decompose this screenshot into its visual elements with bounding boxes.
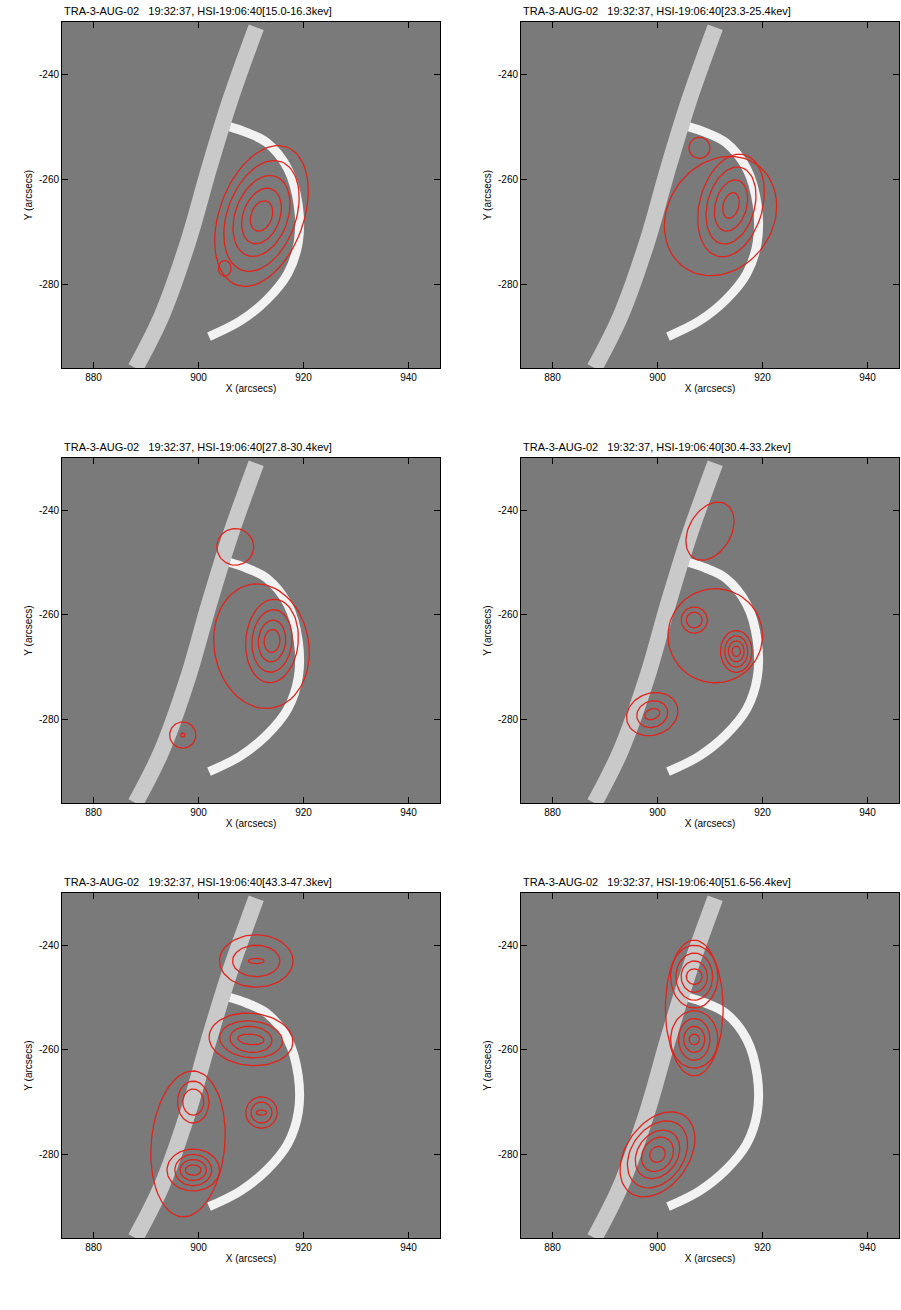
svg-text:X (arcsecs): X (arcsecs) [685,383,736,394]
svg-text:880: 880 [544,807,561,818]
svg-text:X (arcsecs): X (arcsecs) [685,818,736,829]
svg-text:TRA-3-AUG-02 19:32:37, HSI-1: TRA-3-AUG-02 19:32:37, HSI-19:06:40[30.4… [523,441,791,453]
svg-text:TRA-3-AUG-02 19:32:37, HSI-1: TRA-3-AUG-02 19:32:37, HSI-19:06:40[15.0… [64,5,332,17]
svg-text:920: 920 [754,807,771,818]
svg-text:X (arcsecs): X (arcsecs) [226,1253,277,1264]
svg-text:920: 920 [295,807,312,818]
svg-text:880: 880 [544,372,561,383]
svg-text:-280: -280 [498,714,518,725]
svg-text:-240: -240 [498,69,518,80]
svg-text:920: 920 [754,372,771,383]
svg-text:900: 900 [649,1242,666,1253]
svg-text:880: 880 [85,372,102,383]
svg-text:940: 940 [859,807,876,818]
svg-text:880: 880 [85,1242,102,1253]
svg-text:900: 900 [190,1242,207,1253]
svg-text:940: 940 [400,1242,417,1253]
svg-text:920: 920 [754,1242,771,1253]
svg-text:-240: -240 [39,940,59,951]
svg-text:880: 880 [85,807,102,818]
svg-text:880: 880 [544,1242,561,1253]
svg-text:-240: -240 [39,69,59,80]
svg-text:-260: -260 [39,174,59,185]
svg-text:-280: -280 [39,714,59,725]
svg-text:920: 920 [295,372,312,383]
svg-text:940: 940 [400,372,417,383]
svg-text:-280: -280 [39,279,59,290]
svg-text:920: 920 [295,1242,312,1253]
svg-text:X (arcsecs): X (arcsecs) [226,383,277,394]
svg-text:-260: -260 [498,1044,518,1055]
svg-text:-240: -240 [498,505,518,516]
svg-text:900: 900 [190,372,207,383]
svg-text:940: 940 [400,807,417,818]
svg-text:X (arcsecs): X (arcsecs) [226,818,277,829]
svg-text:Y (arcsecs): Y (arcsecs) [482,605,493,655]
svg-text:-280: -280 [498,279,518,290]
svg-text:Y (arcsecs): Y (arcsecs) [23,170,34,220]
svg-text:900: 900 [649,372,666,383]
svg-text:940: 940 [859,1242,876,1253]
svg-text:TRA-3-AUG-02 19:32:37, HSI-1: TRA-3-AUG-02 19:32:37, HSI-19:06:40[43.3… [64,876,332,888]
svg-text:Y (arcsecs): Y (arcsecs) [23,605,34,655]
svg-text:-260: -260 [498,609,518,620]
svg-text:-260: -260 [498,174,518,185]
svg-text:-280: -280 [498,1149,518,1160]
svg-text:-240: -240 [39,505,59,516]
svg-text:900: 900 [190,807,207,818]
svg-text:900: 900 [649,807,666,818]
svg-text:Y (arcsecs): Y (arcsecs) [482,170,493,220]
svg-text:Y (arcsecs): Y (arcsecs) [23,1040,34,1090]
svg-text:-260: -260 [39,609,59,620]
svg-text:Y (arcsecs): Y (arcsecs) [482,1040,493,1090]
svg-text:-240: -240 [498,940,518,951]
svg-text:TRA-3-AUG-02 19:32:37, HSI-1: TRA-3-AUG-02 19:32:37, HSI-19:06:40[27.8… [64,441,332,453]
svg-text:-280: -280 [39,1149,59,1160]
svg-text:940: 940 [859,372,876,383]
svg-text:TRA-3-AUG-02 19:32:37, HSI-1: TRA-3-AUG-02 19:32:37, HSI-19:06:40[23.3… [523,5,791,17]
svg-text:TRA-3-AUG-02 19:32:37, HSI-1: TRA-3-AUG-02 19:32:37, HSI-19:06:40[51.6… [523,876,791,888]
svg-text:X (arcsecs): X (arcsecs) [685,1253,736,1264]
svg-text:-260: -260 [39,1044,59,1055]
